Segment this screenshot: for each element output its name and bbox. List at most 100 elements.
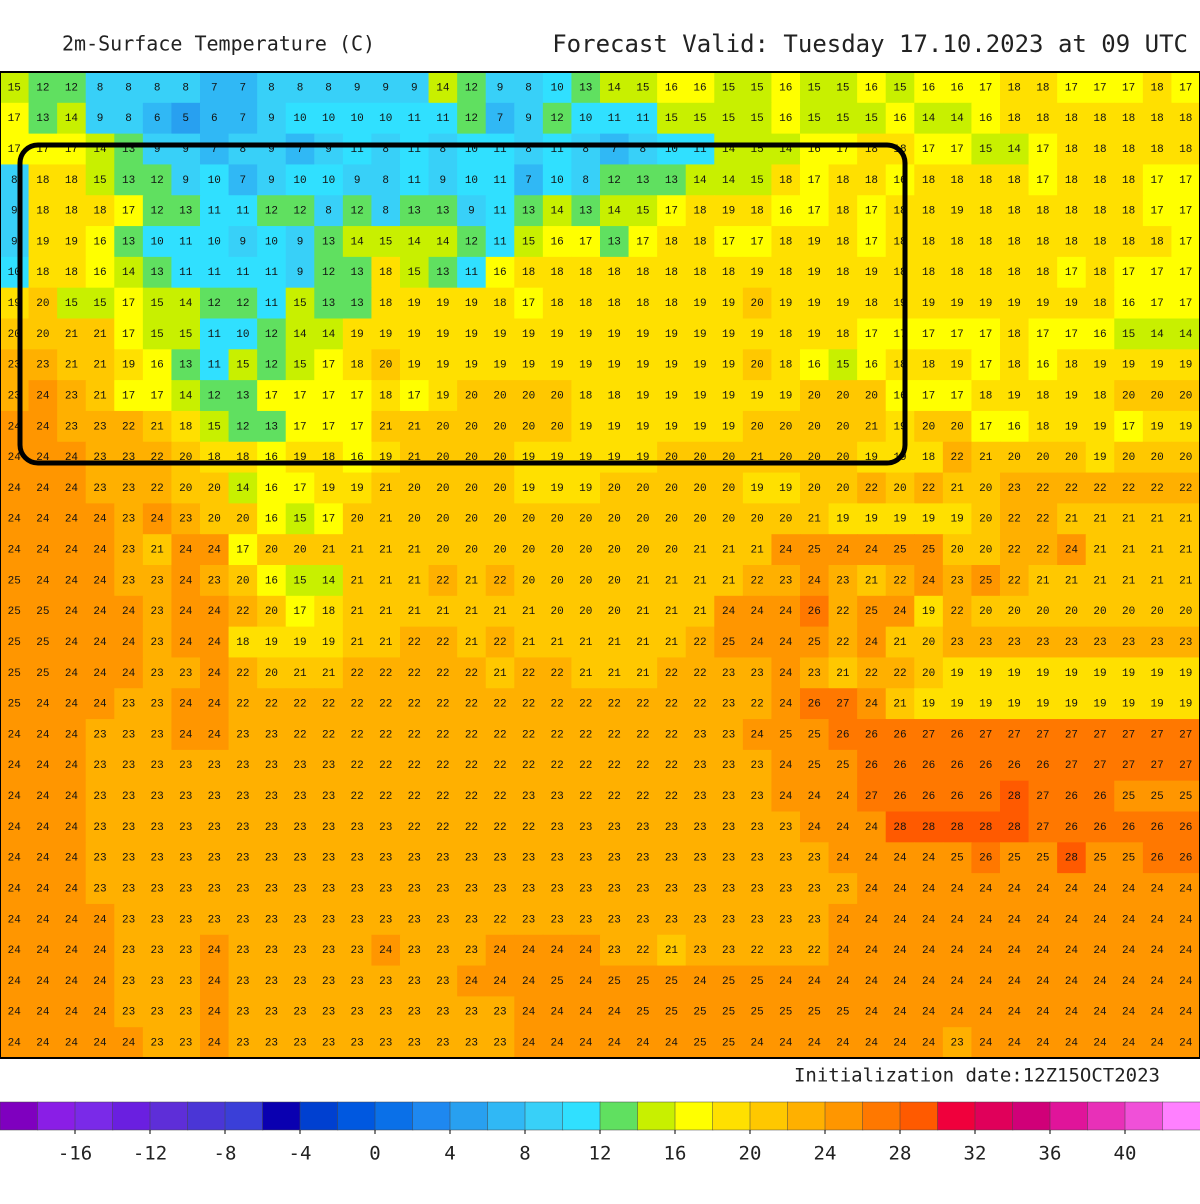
- temp-label: 19: [665, 329, 678, 341]
- temp-label: 19: [1065, 390, 1078, 402]
- temp-label: 24: [1093, 1007, 1107, 1019]
- temp-label: 16: [779, 113, 792, 125]
- temp-label: 7: [240, 113, 247, 125]
- temp-label: 24: [36, 729, 50, 741]
- temp-label: 24: [922, 1038, 936, 1050]
- temp-label: 13: [608, 236, 621, 248]
- temp-label: 23: [608, 853, 621, 865]
- temp-label: 18: [636, 267, 649, 279]
- temp-label: 8: [382, 175, 389, 187]
- temp-label: 20: [751, 514, 764, 526]
- temp-label: 19: [322, 483, 335, 495]
- temp-label: 19: [722, 360, 735, 372]
- temp-label: 24: [865, 976, 879, 988]
- temp-label: 18: [1036, 236, 1049, 248]
- temp-label: 25: [951, 853, 964, 865]
- temp-label: 25: [693, 1007, 706, 1019]
- temp-label: 26: [808, 606, 821, 618]
- temp-label: 23: [808, 853, 821, 865]
- temp-label: 22: [436, 637, 449, 649]
- temp-label: 24: [179, 637, 193, 649]
- temp-label: 20: [522, 514, 535, 526]
- temp-label: 18: [1093, 206, 1106, 218]
- temp-label: 18: [1093, 298, 1106, 310]
- temp-label: 15: [836, 113, 849, 125]
- temp-label: 24: [36, 945, 50, 957]
- temp-label: 23: [236, 1007, 249, 1019]
- temp-label: 18: [1151, 113, 1164, 125]
- temp-label: 24: [8, 760, 22, 772]
- temp-label: 24: [1008, 914, 1022, 926]
- temp-label: 15: [293, 514, 306, 526]
- temp-label: 24: [836, 853, 850, 865]
- temp-label: 27: [1179, 760, 1192, 772]
- temp-label: 14: [1151, 329, 1165, 341]
- temp-label: 23: [722, 945, 735, 957]
- temp-label: 23: [36, 360, 49, 372]
- temp-label: 19: [493, 329, 506, 341]
- temp-label: 22: [351, 760, 364, 772]
- temp-label: 23: [379, 1007, 392, 1019]
- temp-label: 16: [865, 82, 878, 94]
- temp-label: 25: [665, 1007, 678, 1019]
- temp-label: 23: [208, 822, 221, 834]
- temp-label: 24: [922, 1007, 936, 1019]
- temp-label: 14: [236, 483, 250, 495]
- temp-label: 21: [351, 606, 365, 618]
- temp-label: 26: [979, 760, 992, 772]
- temp-label: 20: [579, 606, 592, 618]
- temp-label: 18: [608, 298, 621, 310]
- temp-label: 13: [636, 175, 649, 187]
- temp-label: 20: [979, 514, 992, 526]
- temp-label: 10: [208, 175, 221, 187]
- temp-label: 19: [436, 390, 449, 402]
- temp-label: 24: [36, 575, 50, 587]
- colorbar-segment: [600, 1102, 638, 1130]
- temp-label: 20: [1065, 606, 1078, 618]
- temp-label: 23: [465, 1038, 478, 1050]
- temp-label: 24: [1122, 883, 1136, 895]
- temp-label: 8: [382, 206, 389, 218]
- temp-label: 11: [179, 267, 193, 279]
- temp-label: 23: [522, 853, 535, 865]
- temp-label: 21: [1065, 514, 1079, 526]
- temp-label: 21: [1093, 575, 1107, 587]
- temp-label: 19: [808, 329, 821, 341]
- temp-label: 20: [579, 545, 592, 557]
- temp-label: 24: [36, 1038, 50, 1050]
- temp-label: 23: [322, 976, 335, 988]
- temp-label: 16: [865, 360, 878, 372]
- temp-label: 26: [1036, 760, 1049, 772]
- temp-label: 19: [751, 329, 764, 341]
- temp-label: 22: [493, 760, 506, 772]
- temp-label: 19: [722, 390, 735, 402]
- temp-label: 13: [122, 175, 135, 187]
- temp-label: 24: [122, 668, 136, 680]
- temp-label: 19: [1036, 668, 1049, 680]
- temp-label: 22: [379, 668, 392, 680]
- temp-label: 24: [951, 914, 965, 926]
- temp-label: 18: [979, 236, 992, 248]
- temp-label: 23: [122, 945, 135, 957]
- temp-label: 15: [665, 113, 678, 125]
- temp-label: 23: [693, 914, 706, 926]
- temp-label: 15: [865, 113, 878, 125]
- temp-label: 24: [1065, 1007, 1079, 1019]
- temp-label: 19: [436, 298, 449, 310]
- temp-label: 19: [522, 360, 535, 372]
- temp-label: 18: [693, 236, 706, 248]
- temp-label: 16: [922, 82, 935, 94]
- temp-label: 11: [493, 236, 507, 248]
- temp-label: 23: [122, 791, 135, 803]
- temp-label: 13: [36, 113, 49, 125]
- temp-label: 19: [636, 360, 649, 372]
- temp-label: 11: [208, 360, 222, 372]
- temp-label: 9: [11, 236, 18, 248]
- temp-label: 23: [151, 606, 164, 618]
- temp-label: 21: [751, 545, 765, 557]
- temp-label: 16: [1008, 421, 1021, 433]
- temp-label: 19: [893, 514, 906, 526]
- temp-label: 12: [151, 206, 164, 218]
- temp-label: 20: [208, 483, 221, 495]
